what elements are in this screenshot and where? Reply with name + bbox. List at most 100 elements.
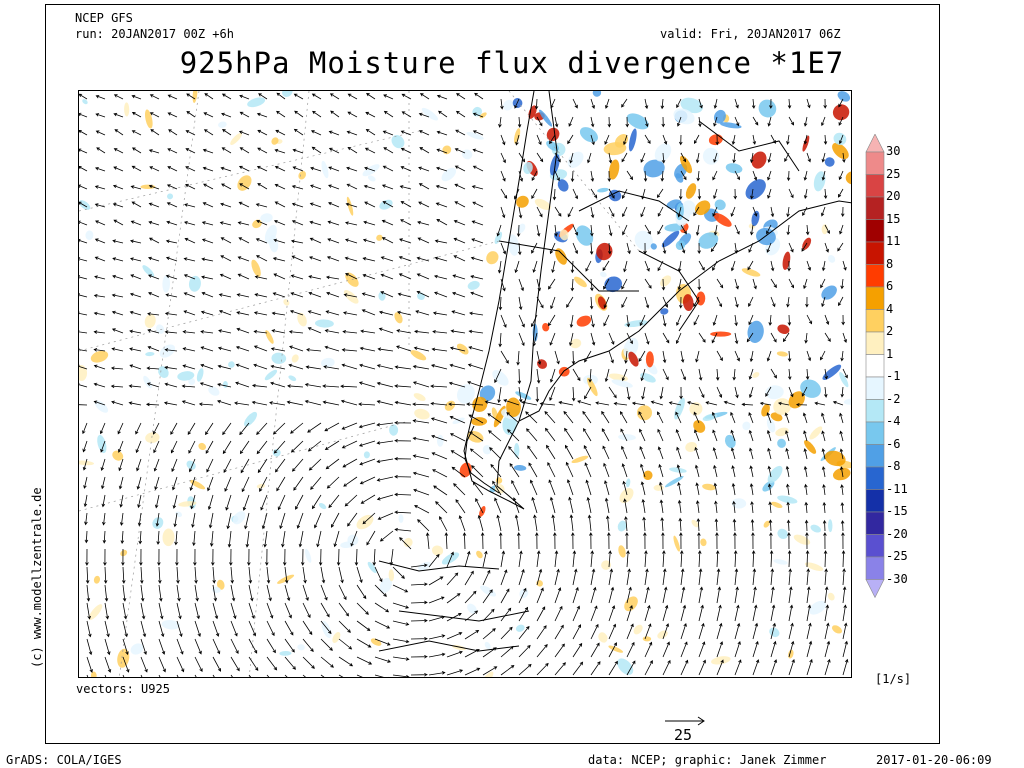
wind-vector bbox=[341, 363, 358, 370]
wind-vector bbox=[469, 431, 484, 442]
wind-vector bbox=[550, 296, 556, 310]
wind-vector bbox=[212, 656, 221, 672]
wind-vector bbox=[644, 586, 650, 604]
wind-vector bbox=[549, 368, 556, 383]
wind-vector bbox=[506, 412, 520, 424]
wind-vector bbox=[698, 368, 703, 381]
wind-vector bbox=[148, 274, 160, 280]
wind-vector bbox=[358, 440, 376, 447]
wind-vector bbox=[284, 638, 295, 653]
wind-vector bbox=[374, 584, 387, 597]
wind-vector bbox=[531, 496, 538, 514]
wind-vector bbox=[376, 381, 394, 388]
wind-vector bbox=[86, 638, 93, 656]
wind-vector bbox=[564, 427, 574, 442]
wind-vector bbox=[498, 116, 502, 128]
wind-vector bbox=[291, 255, 304, 262]
wind-vector bbox=[266, 656, 278, 671]
wind-vector bbox=[82, 458, 88, 471]
wind-vector bbox=[182, 364, 196, 370]
wind-vector bbox=[284, 656, 296, 670]
wind-vector bbox=[333, 530, 340, 548]
colorbar-level-label: -6 bbox=[886, 436, 901, 451]
wind-vector bbox=[167, 166, 178, 172]
wind-vector bbox=[572, 586, 579, 604]
wind-vector bbox=[329, 93, 340, 100]
wind-vector bbox=[572, 188, 578, 200]
wind-vector bbox=[787, 550, 792, 568]
wind-vector bbox=[191, 512, 196, 528]
wind-vector bbox=[374, 674, 389, 677]
wind-vector bbox=[128, 401, 142, 406]
wind-vector bbox=[484, 400, 502, 406]
wind-vector bbox=[272, 257, 286, 262]
wind-vector bbox=[661, 278, 666, 291]
wind-vector bbox=[694, 134, 700, 145]
wind-vector bbox=[730, 429, 736, 442]
wind-vector bbox=[148, 292, 160, 298]
wind-vector bbox=[531, 170, 538, 182]
wind-vector bbox=[336, 548, 341, 566]
wind-vector bbox=[220, 166, 232, 172]
wind-vector bbox=[716, 386, 723, 398]
wind-vector bbox=[662, 368, 669, 381]
wind-vector bbox=[171, 458, 178, 473]
wind-vector bbox=[200, 363, 214, 370]
wind-vector bbox=[621, 445, 628, 460]
wind-vector bbox=[662, 641, 670, 658]
wind-vector bbox=[589, 532, 593, 550]
wind-vector bbox=[590, 116, 595, 128]
wind-vector bbox=[428, 634, 446, 640]
wind-vector bbox=[554, 116, 559, 128]
wind-vector bbox=[677, 116, 682, 127]
wind-vector bbox=[293, 128, 304, 136]
wind-vector bbox=[236, 327, 250, 334]
wind-vector bbox=[470, 275, 484, 280]
wind-vector bbox=[572, 98, 578, 109]
wind-vector bbox=[589, 296, 594, 310]
wind-vector bbox=[309, 237, 322, 244]
wind-vector bbox=[417, 237, 430, 244]
wind-vector bbox=[431, 452, 448, 460]
wind-vector bbox=[751, 550, 756, 568]
wind-vector bbox=[194, 620, 201, 637]
wind-vector bbox=[638, 411, 646, 424]
wind-vector bbox=[572, 605, 580, 622]
wind-vector bbox=[712, 206, 718, 217]
wind-vector bbox=[734, 278, 739, 290]
wind-vector bbox=[662, 350, 667, 364]
wind-vector bbox=[350, 530, 358, 547]
wind-vector bbox=[590, 568, 596, 586]
wind-vector bbox=[148, 220, 160, 226]
wind-vector bbox=[516, 224, 521, 238]
wind-vector bbox=[253, 329, 268, 334]
wind-vector bbox=[182, 330, 196, 334]
wind-vector bbox=[768, 501, 772, 514]
timestamp-label: 2017-01-20-06:09 bbox=[876, 753, 992, 767]
wind-vector bbox=[364, 166, 376, 172]
wind-vector bbox=[113, 112, 124, 118]
wind-vector bbox=[660, 98, 665, 110]
wind-vector bbox=[716, 278, 724, 289]
wind-vector bbox=[412, 419, 430, 424]
wind-vector bbox=[462, 532, 467, 550]
wind-vector bbox=[392, 620, 410, 626]
wind-vector bbox=[236, 293, 250, 298]
wind-vector bbox=[436, 94, 448, 100]
wind-vector bbox=[507, 429, 520, 442]
wind-vector bbox=[176, 656, 185, 673]
wind-vector bbox=[448, 402, 466, 407]
wind-vector bbox=[714, 500, 718, 514]
wind-vector bbox=[79, 257, 88, 262]
wind-vector bbox=[453, 219, 466, 226]
wind-vector bbox=[469, 311, 484, 316]
wind-vector bbox=[304, 399, 322, 406]
wind-vector bbox=[211, 548, 215, 566]
wind-vector bbox=[396, 345, 412, 352]
wind-vector bbox=[374, 620, 391, 629]
wind-vector bbox=[93, 364, 106, 370]
wind-vector bbox=[146, 366, 160, 371]
wind-vector bbox=[79, 220, 88, 226]
wind-vector bbox=[824, 658, 831, 676]
wind-vector bbox=[786, 483, 790, 496]
